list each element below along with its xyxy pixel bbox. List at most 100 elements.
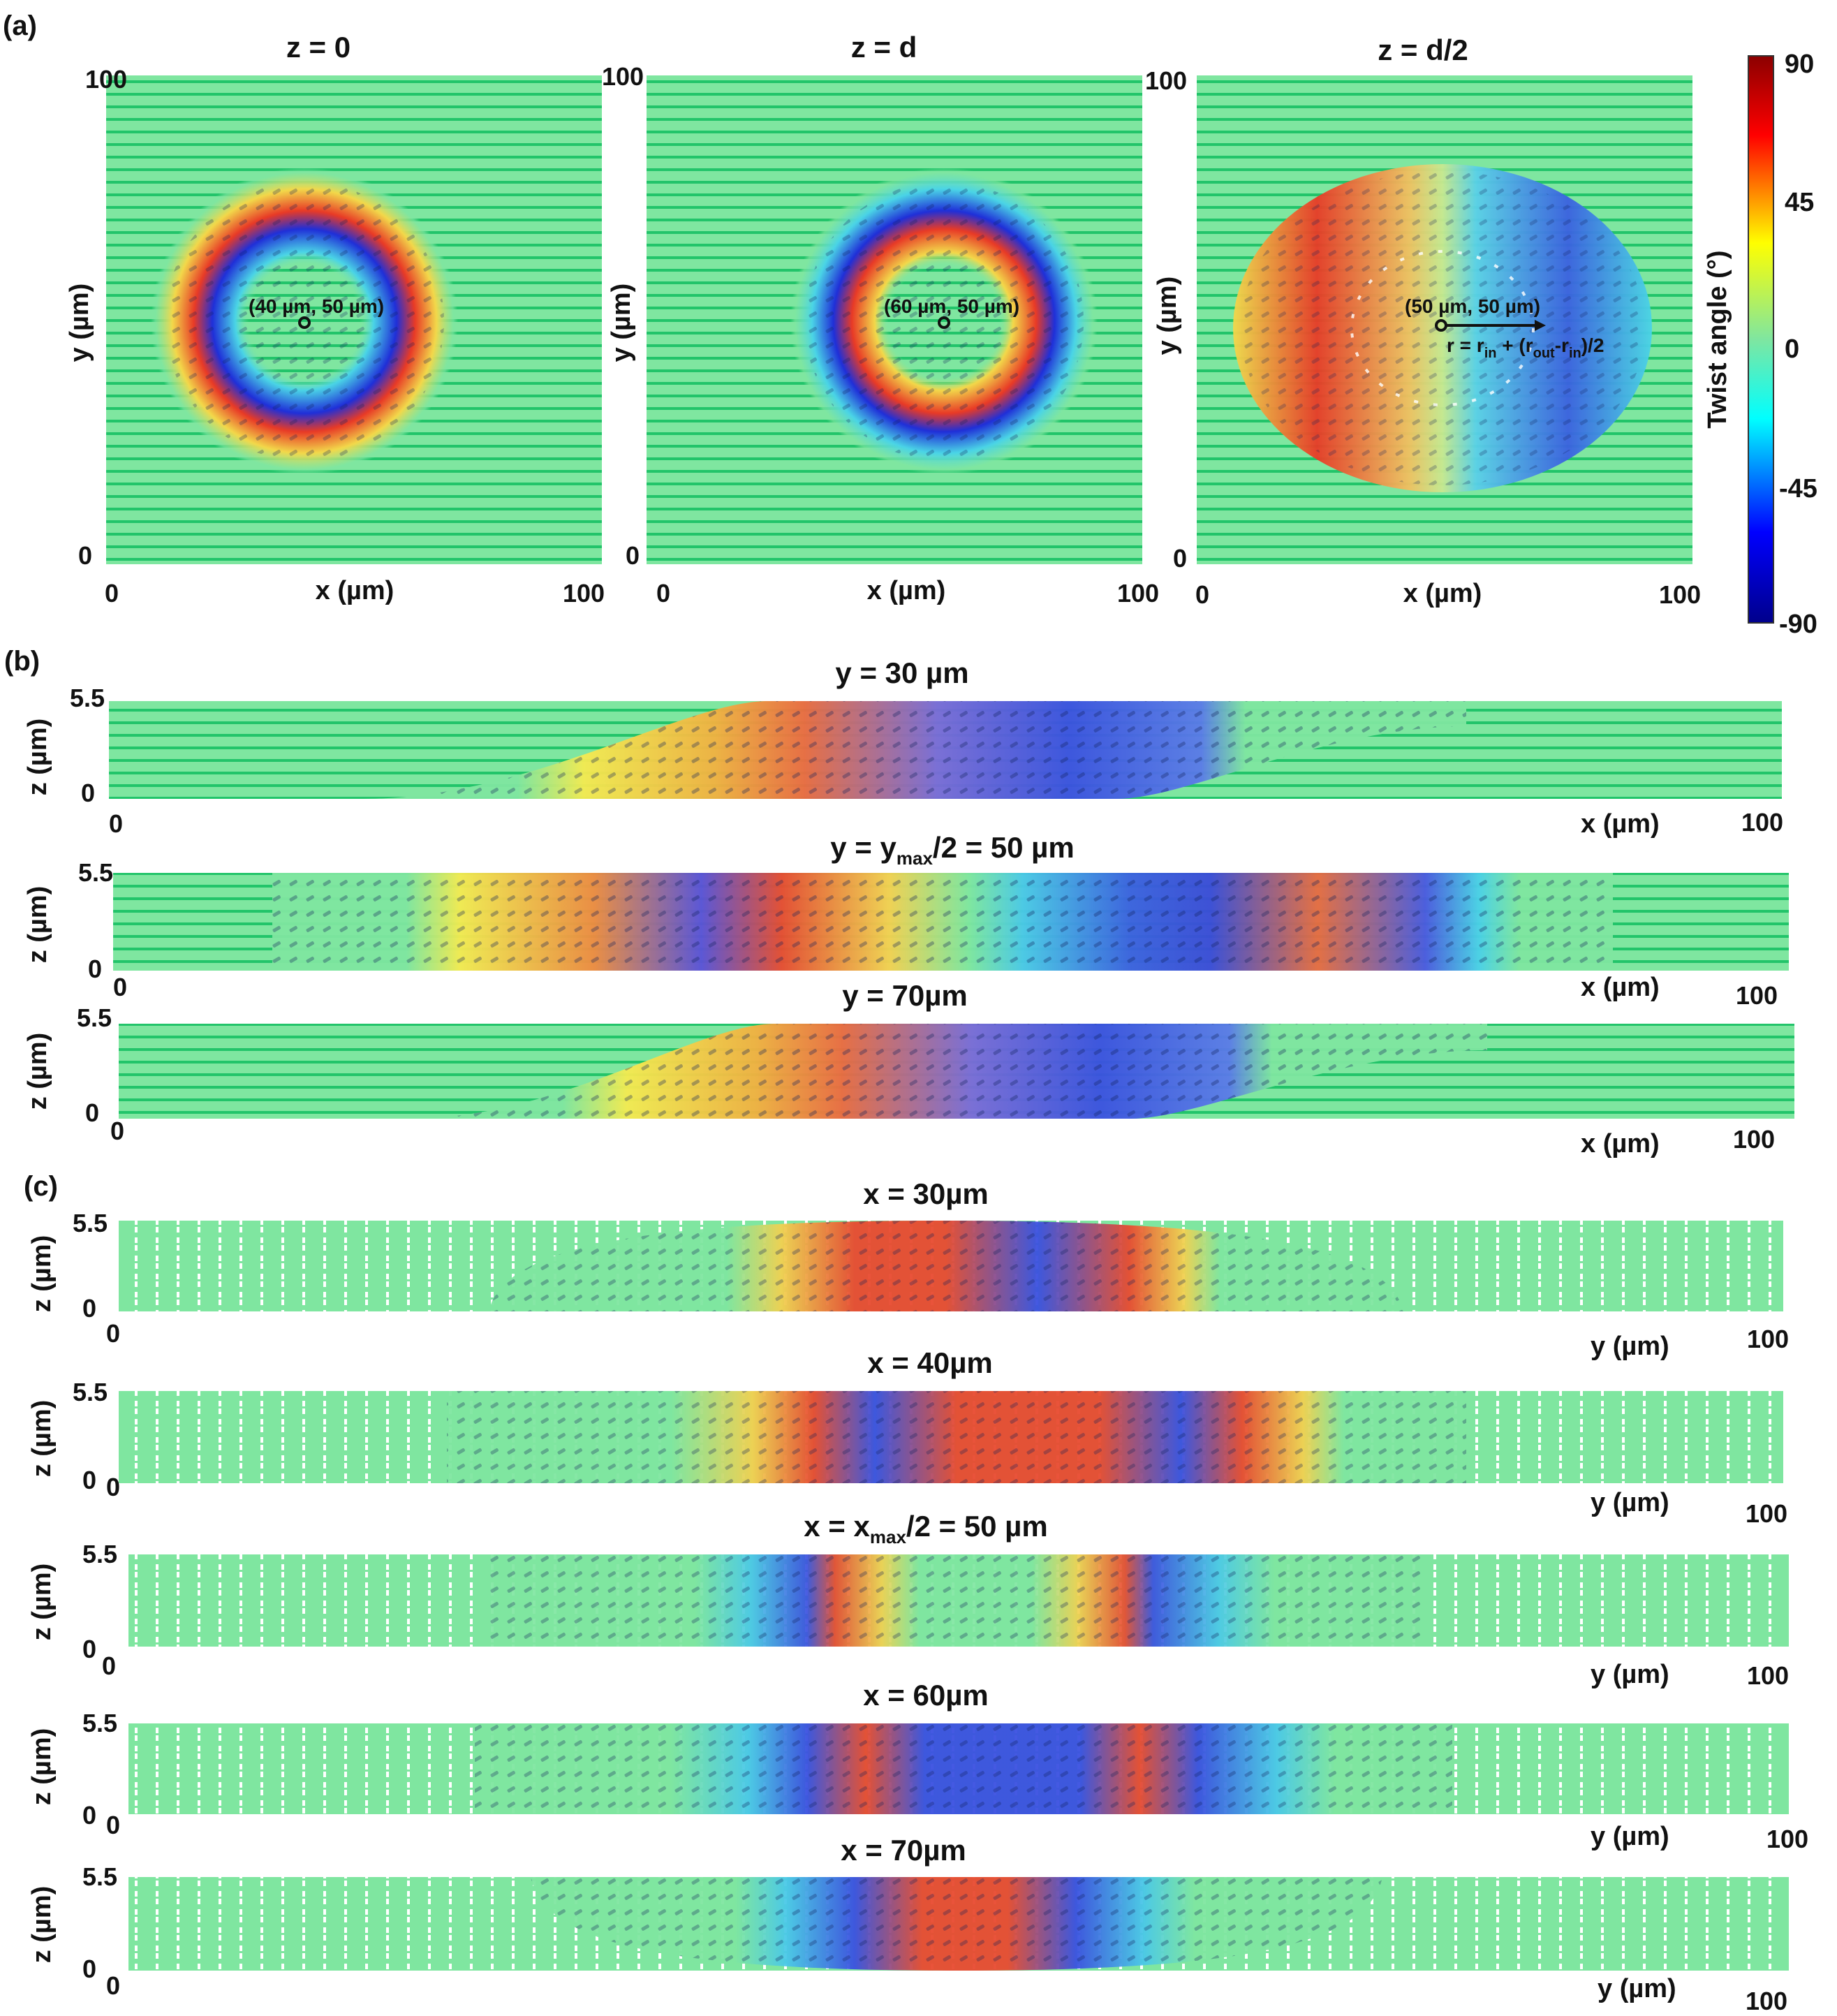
plot-c-x40-ytick-bottom: 0: [82, 1466, 96, 1494]
plot-b-y30: y = 30 µm 5.5 0 0 100 x (µm) z (µm): [23, 656, 1783, 839]
plot-a-zd-title: z = d: [851, 31, 917, 64]
plot-b-y50-ytick-top: 5.5: [78, 858, 113, 887]
plot-c-x50-title-prefix: x = x: [804, 1510, 870, 1543]
plot-a-z0-xtick-right: 100: [563, 579, 605, 608]
plot-a-zd-ytick-top: 100: [602, 62, 644, 91]
plot-c-x30-ytick-bottom: 0: [82, 1294, 96, 1323]
plot-c-x40-xlabel: y (µm): [1591, 1488, 1669, 1517]
panel-label-b: (b): [4, 646, 40, 677]
colorbar-tick-minus90: -90: [1779, 610, 1817, 639]
plot-a-z0-xtick-left: 0: [105, 579, 119, 608]
plot-c-x70-xtick-left: 0: [106, 1971, 120, 2000]
panel-label-c: (c): [24, 1171, 58, 1202]
plot-c-x40-band-directors: [447, 1391, 1466, 1483]
plot-b-y30-xtick-right: 100: [1741, 808, 1783, 837]
plot-c-x40: x = 40µm 5.5 0 0 100 y (µm) z (µm): [27, 1346, 1787, 1528]
plot-c-x30: x = 30µm 5.5 0 0 100 y (µm) z (µm): [27, 1177, 1789, 1361]
plot-b-y50-xlabel: x (µm): [1581, 973, 1660, 1002]
plot-b-y50-xtick-left: 0: [113, 973, 127, 1001]
plot-c-x30-xlabel: y (µm): [1591, 1332, 1669, 1361]
plot-c-x60-xtick-left: 0: [106, 1811, 120, 1839]
colorbar-tick-45: 45: [1785, 188, 1814, 217]
plot-a-z0-ytick-bottom: 0: [78, 541, 92, 570]
plot-a-z0-ylabel: y (µm): [65, 284, 94, 362]
plot-c-x50-ylabel: z (µm): [27, 1563, 57, 1641]
plot-c-x30-band-directors: [489, 1221, 1403, 1311]
plot-c-x40-xtick-right: 100: [1746, 1499, 1787, 1528]
panel-label-a: (a): [3, 10, 37, 41]
plot-a-zd2-radius-arrowhead: [1535, 320, 1546, 331]
colorbar-tick-90: 90: [1785, 50, 1814, 79]
plot-c-x70-xlabel: y (µm): [1598, 1974, 1676, 2003]
plot-c-x50-title: x = xmax/2 = 50 µm: [804, 1510, 1047, 1547]
plot-b-y70-ylabel: z (µm): [23, 1033, 52, 1110]
plot-a-zd2-xtick-left: 0: [1195, 580, 1209, 609]
plot-b-y30-ytick-bottom: 0: [81, 779, 95, 807]
plot-c-x70-xtick-right: 100: [1746, 1987, 1787, 2015]
plot-b-y50-title-prefix: y = y: [830, 831, 897, 864]
plot-c-x30-ytick-top: 5.5: [73, 1209, 108, 1237]
plot-c-x60-ylabel: z (µm): [27, 1728, 57, 1806]
plot-c-x50-title-sub: max: [870, 1526, 907, 1547]
plot-c-x30-xtick-right: 100: [1747, 1325, 1789, 1353]
plot-c-x60-ytick-top: 5.5: [82, 1709, 117, 1737]
plot-a-z0-title: z = 0: [286, 31, 351, 64]
plot-c-x60-title: x = 60µm: [863, 1679, 988, 1712]
plot-c-x40-xtick-left: 0: [106, 1473, 120, 1501]
colorbar-bar: [1748, 55, 1774, 624]
plot-b-y70-band-directors: [412, 1024, 1487, 1119]
plot-c-x70-ytick-top: 5.5: [82, 1862, 117, 1891]
plot-c-x50-xlabel: y (µm): [1591, 1660, 1669, 1689]
plot-c-x30-title: x = 30µm: [863, 1177, 988, 1210]
plot-b-y50-ytick-bottom: 0: [88, 955, 102, 983]
plot-c-x50-ytick-top: 5.5: [82, 1540, 117, 1568]
plot-a-zd2-ytick-top: 100: [1145, 66, 1187, 95]
plot-a-zd-ring-directors: [804, 182, 1084, 461]
plot-a-zd-annotation: (60 µm, 50 µm): [884, 295, 1019, 317]
plot-a-z0-ring-directors: [165, 182, 444, 461]
plot-b-y30-xlabel: x (µm): [1581, 809, 1660, 839]
plot-c-x70: x = 70µm 5.5 0 0 100 y (µm) z (µm): [27, 1834, 1789, 2015]
plot-c-x60-ytick-bottom: 0: [82, 1801, 96, 1830]
colorbar-label: Twist angle (°): [1703, 250, 1732, 428]
plot-b-y70-title: y = 70µm: [842, 979, 967, 1012]
plot-a-zd-ytick-bottom: 0: [626, 541, 640, 570]
plot-b-y70-xtick-right: 100: [1733, 1125, 1775, 1154]
plot-a-zd2-region-directors: [1240, 171, 1645, 485]
plot-b-y70-ytick-bottom: 0: [85, 1098, 99, 1127]
plot-b-y70-xtick-left: 0: [110, 1117, 124, 1145]
plot-c-x70-ylabel: z (µm): [27, 1886, 57, 1964]
plot-a-z0-ytick-top: 100: [85, 65, 127, 94]
plot-c-x40-ytick-top: 5.5: [73, 1378, 108, 1406]
plot-b-y30-ylabel: z (µm): [23, 719, 52, 796]
plot-a-zd2: z = d/2 (50 µm, 50 µm) r = rin + (rout-r…: [1145, 34, 1701, 609]
plot-b-y30-xtick-left: 0: [109, 809, 123, 838]
plot-b-y50-title-sub: max: [897, 848, 934, 869]
plot-b-y30-band-directors: [363, 701, 1466, 799]
plot-c-x50-title-suffix: /2 = 50 µm: [906, 1510, 1048, 1543]
plot-c-x50: x = xmax/2 = 50 µm 5.5 0 0 100 y (µm) z …: [27, 1510, 1789, 1690]
plot-a-zd2-inner-disclination: [1350, 250, 1535, 406]
colorbar: 90 45 0 -45 -90 Twist angle (°): [1703, 50, 1817, 639]
plot-a-zd-xtick-right: 100: [1117, 579, 1159, 608]
plot-c-x70-ytick-bottom: 0: [82, 1955, 96, 1983]
plot-b-y70: y = 70µm 5.5 0 0 100 x (µm) z (µm): [23, 979, 1794, 1158]
plot-c-x40-title: x = 40µm: [867, 1346, 992, 1379]
plot-a-zd-ylabel: y (µm): [607, 284, 636, 362]
plot-a-z0: z = 0 (40 µm, 50 µm) 100 0 0 100 x (µm) …: [65, 31, 605, 608]
plot-a-z0-annotation: (40 µm, 50 µm): [249, 295, 384, 317]
plot-a-zd2-ylabel: y (µm): [1153, 277, 1182, 355]
plot-c-x60: x = 60µm 5.5 0 0 100 y (µm) z (µm): [27, 1679, 1808, 1853]
plot-c-x60-xlabel: y (µm): [1591, 1822, 1669, 1851]
plot-c-x70-title: x = 70µm: [841, 1834, 966, 1867]
plot-a-z0-xlabel: x (µm): [316, 576, 394, 605]
plot-b-y50-band-directors: [272, 873, 1613, 971]
plot-a-zd: z = d (60 µm, 50 µm) 100 0 0 100 x (µm) …: [602, 31, 1159, 608]
plot-a-z0-center-marker: [298, 316, 311, 329]
plot-a-zd-xlabel: x (µm): [867, 576, 946, 605]
plot-b-y30-ytick-top: 5.5: [70, 684, 105, 712]
plot-a-zd2-title: z = d/2: [1378, 34, 1468, 66]
plot-a-zd2-xlabel: x (µm): [1403, 579, 1482, 608]
plot-b-y70-xlabel: x (µm): [1581, 1129, 1660, 1158]
